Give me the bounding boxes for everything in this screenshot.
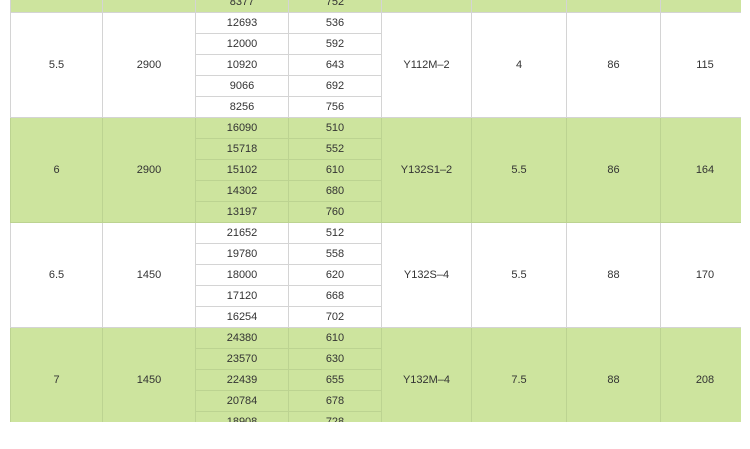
cell-head: 536: [288, 12, 382, 34]
table-viewport: 8377 752 5.5 2900 12693 536 Y112M–2 4 86 115 12000…: [10, 0, 741, 422]
table-row: 18000 620: [11, 264, 742, 286]
cell-weight: 164: [660, 117, 741, 223]
cell-flow: 15102: [195, 159, 289, 181]
cell-head: 756: [288, 96, 382, 118]
cell-head: 692: [288, 75, 382, 97]
pump-specification-table: 8377 752 5.5 2900 12693 536 Y112M–2 4 86 115 12000…: [10, 0, 741, 422]
cell-head: 510: [288, 117, 382, 139]
cell-head: 512: [288, 222, 382, 244]
table-row: 18908 728: [11, 411, 742, 422]
cell-speed-rpm: [102, 0, 196, 13]
cell-flow: 10920: [195, 54, 289, 76]
table-row: 5.5 2900 12693 536 Y112M–2 4 86 115: [10, 12, 741, 118]
cell-flow: 20784: [195, 390, 289, 412]
cell-outlet: [566, 0, 661, 13]
cell-head: 610: [288, 327, 382, 349]
table-row: 23570 630: [11, 348, 742, 370]
cell-head: 558: [288, 243, 382, 265]
cell-weight: 208: [660, 327, 741, 422]
cell-flow: 18000: [195, 264, 289, 286]
cell-head: 702: [288, 306, 382, 328]
cell-power-kw: [10, 0, 103, 13]
cell-flow: 8256: [195, 96, 289, 118]
cell-head: 678: [288, 390, 382, 412]
cell-flow: 19780: [195, 243, 289, 265]
table-row: 8377 752: [10, 0, 741, 13]
cell-head: 610: [288, 159, 382, 181]
cell-flow: 14302: [195, 180, 289, 202]
cell-motor-model: Y112M–2: [381, 12, 472, 118]
cell-head: 728: [288, 411, 382, 422]
cell-flow: 17120: [195, 285, 289, 307]
table-body: 8377 752 5.5 2900 12693 536 Y112M–2 4 86 115 12000…: [10, 0, 742, 422]
cell-flow: 12000: [195, 33, 289, 55]
table-row: 10920 643: [11, 54, 742, 76]
cell-head: 752: [288, 0, 382, 13]
cell-flow: 18908: [195, 411, 289, 422]
cell-outlet: 86: [566, 12, 661, 118]
table-row: 16254 702: [11, 306, 742, 328]
cell-head: 592: [288, 33, 382, 55]
cell-motor-power: 5.5: [471, 222, 567, 328]
cell-weight: 170: [660, 222, 741, 328]
cell-flow: 16090: [195, 117, 289, 139]
cell-motor-model: Y132S1–2: [381, 117, 472, 223]
cell-speed-rpm: 1450: [102, 222, 196, 328]
cell-motor-model: [381, 0, 472, 13]
cell-flow: 9066: [195, 75, 289, 97]
cell-head: 643: [288, 54, 382, 76]
cell-motor-model: Y132M–4: [381, 327, 472, 422]
cell-motor-power: 7.5: [471, 327, 567, 422]
cell-motor-model: Y132S–4: [381, 222, 472, 328]
cell-outlet: 86: [566, 117, 661, 223]
cell-outlet: 88: [566, 222, 661, 328]
table-row: 15718 552: [11, 138, 742, 160]
cell-speed-rpm: 1450: [102, 327, 196, 422]
cell-head: 620: [288, 264, 382, 286]
table-row: 9066 692: [11, 75, 742, 97]
cell-head: 655: [288, 369, 382, 391]
cell-flow: 13197: [195, 201, 289, 223]
cell-weight: [660, 0, 741, 13]
table-row: 7 1450 24380 610 Y132M–4 7.5 88 208: [10, 327, 741, 422]
cell-motor-power: 5.5: [471, 117, 567, 223]
table-row: 15102 610: [11, 159, 742, 181]
table-row: 19780 558: [11, 243, 742, 265]
cell-power-kw: 6.5: [10, 222, 103, 328]
cell-flow: 8377: [195, 0, 289, 13]
cell-speed-rpm: 2900: [102, 117, 196, 223]
table-row: 20784 678: [11, 390, 742, 412]
cell-head: 668: [288, 285, 382, 307]
cell-outlet: 88: [566, 327, 661, 422]
cell-weight: 115: [660, 12, 741, 118]
table-row: 14302 680: [11, 180, 742, 202]
cell-head: 680: [288, 180, 382, 202]
cell-flow: 23570: [195, 348, 289, 370]
cell-flow: 16254: [195, 306, 289, 328]
table-row: 6 2900 16090 510 Y132S1–2 5.5 86 164: [10, 117, 741, 223]
cell-motor-power: 4: [471, 12, 567, 118]
cell-power-kw: 5.5: [10, 12, 103, 118]
table-row: 12000 592: [11, 33, 742, 55]
cell-head: 552: [288, 138, 382, 160]
cell-motor-power: [471, 0, 567, 13]
table-row: 6.5 1450 21652 512 Y132S–4 5.5 88 170: [10, 222, 741, 328]
cell-flow: 22439: [195, 369, 289, 391]
cell-head: 760: [288, 201, 382, 223]
cell-flow: 24380: [195, 327, 289, 349]
cell-head: 630: [288, 348, 382, 370]
cell-flow: 15718: [195, 138, 289, 160]
table-row: 13197 760: [11, 201, 742, 223]
cell-flow: 12693: [195, 12, 289, 34]
cell-power-kw: 7: [10, 327, 103, 422]
table-row: 22439 655: [11, 369, 742, 391]
cell-power-kw: 6: [10, 117, 103, 223]
cell-speed-rpm: 2900: [102, 12, 196, 118]
cell-flow: 21652: [195, 222, 289, 244]
